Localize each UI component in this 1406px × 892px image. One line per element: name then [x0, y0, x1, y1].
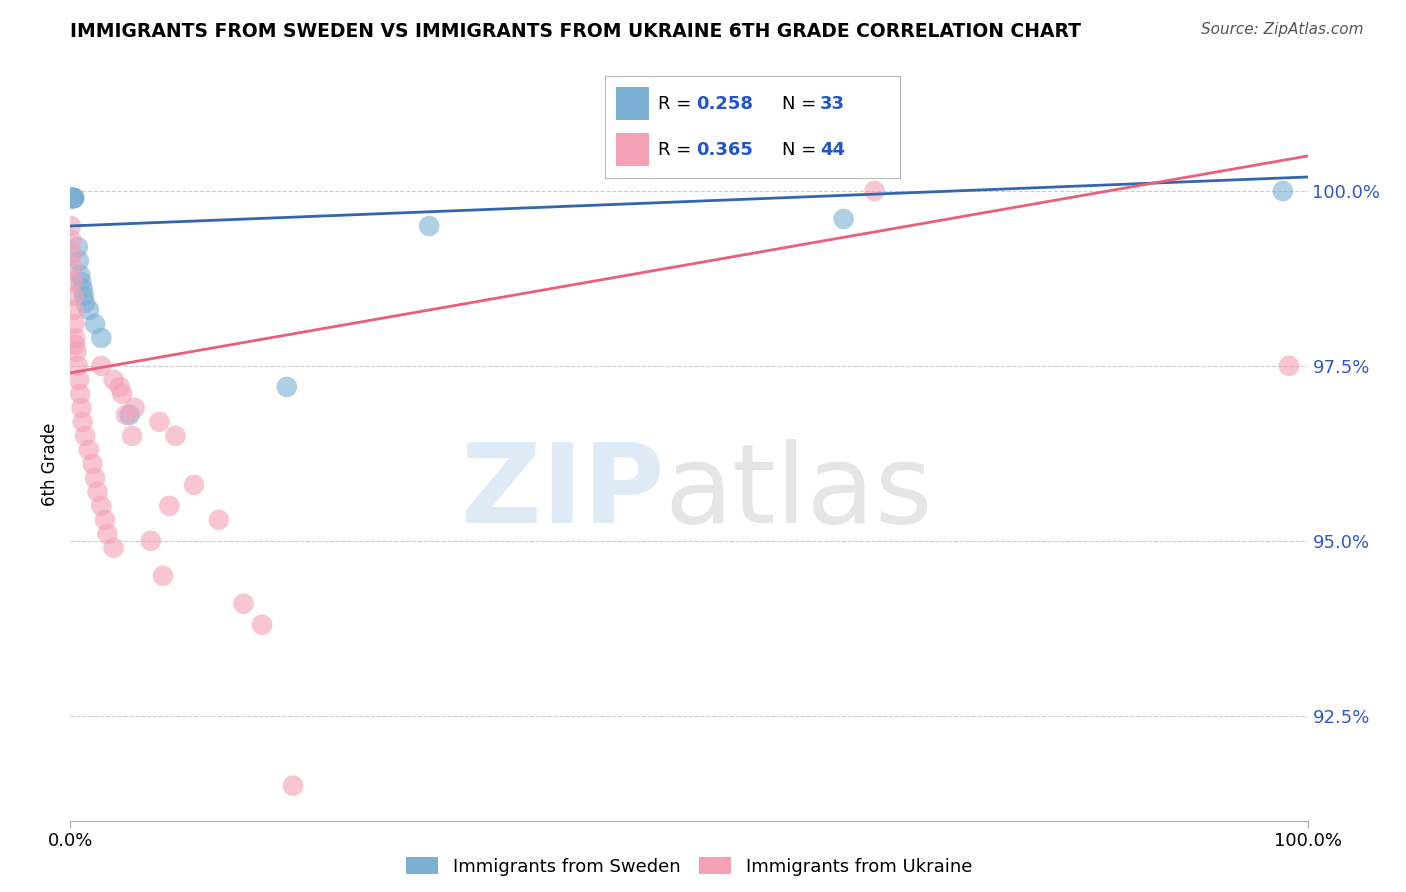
Text: 33: 33 — [820, 95, 845, 112]
Point — [70, 401, 93, 415]
Point — [60, 191, 83, 205]
Text: 0.365: 0.365 — [696, 141, 754, 159]
Point — [62, 191, 84, 205]
Point — [60, 260, 83, 275]
Text: atlas: atlas — [664, 439, 932, 546]
Point — [62, 191, 84, 205]
Point — [84, 471, 107, 485]
Point — [86, 484, 108, 499]
Point — [66, 359, 89, 373]
Point — [62, 191, 84, 205]
Point — [832, 211, 855, 226]
Point — [60, 191, 83, 205]
Point — [96, 526, 118, 541]
Text: 0.258: 0.258 — [696, 95, 754, 112]
Point — [75, 296, 97, 310]
Point — [152, 568, 174, 582]
Text: ZIP: ZIP — [461, 439, 664, 546]
Text: R =: R = — [658, 141, 697, 159]
Point — [121, 429, 143, 443]
Text: Source: ZipAtlas.com: Source: ZipAtlas.com — [1201, 22, 1364, 37]
Text: N =: N = — [782, 141, 821, 159]
Point — [165, 429, 187, 443]
Point — [281, 779, 304, 793]
Point — [69, 387, 91, 401]
Point — [69, 268, 91, 282]
Point — [59, 219, 82, 233]
Legend: Immigrants from Sweden, Immigrants from Ukraine: Immigrants from Sweden, Immigrants from … — [399, 850, 979, 883]
Point — [84, 317, 107, 331]
Text: IMMIGRANTS FROM SWEDEN VS IMMIGRANTS FROM UKRAINE 6TH GRADE CORRELATION CHART: IMMIGRANTS FROM SWEDEN VS IMMIGRANTS FRO… — [70, 22, 1081, 41]
Point — [1271, 184, 1294, 198]
Point — [75, 429, 97, 443]
Point — [60, 247, 83, 261]
Point — [148, 415, 170, 429]
Point — [77, 302, 100, 317]
Point — [208, 513, 231, 527]
Point — [90, 359, 112, 373]
Point — [118, 408, 141, 422]
Point — [183, 478, 205, 492]
Point — [863, 184, 886, 198]
Point — [111, 387, 134, 401]
Point — [108, 380, 131, 394]
Text: 44: 44 — [820, 141, 845, 159]
FancyBboxPatch shape — [616, 133, 650, 166]
Point — [82, 457, 104, 471]
Point — [63, 317, 86, 331]
Point — [232, 597, 254, 611]
Text: R =: R = — [658, 95, 697, 112]
Point — [62, 275, 84, 289]
Point — [60, 233, 83, 247]
Point — [103, 373, 125, 387]
Point — [63, 191, 86, 205]
Point — [1278, 359, 1301, 373]
Point — [90, 499, 112, 513]
Point — [62, 191, 84, 205]
Point — [72, 415, 94, 429]
Point — [90, 331, 112, 345]
Point — [77, 442, 100, 457]
Point — [62, 191, 84, 205]
Text: N =: N = — [782, 95, 821, 112]
Point — [67, 254, 90, 268]
Point — [70, 275, 93, 289]
Point — [139, 533, 162, 548]
Point — [63, 191, 86, 205]
Point — [60, 191, 83, 205]
Point — [94, 513, 117, 527]
Point — [66, 240, 89, 254]
Point — [60, 191, 83, 205]
Point — [72, 282, 94, 296]
Point — [62, 289, 84, 303]
Point — [59, 191, 82, 205]
Point — [250, 617, 273, 632]
Point — [63, 302, 86, 317]
Point — [65, 331, 87, 345]
Point — [276, 380, 298, 394]
Point — [124, 401, 146, 415]
Y-axis label: 6th Grade: 6th Grade — [41, 422, 59, 506]
FancyBboxPatch shape — [616, 87, 650, 120]
Point — [65, 345, 87, 359]
Point — [65, 338, 87, 352]
Point — [60, 191, 83, 205]
Point — [115, 408, 138, 422]
Point — [157, 499, 180, 513]
Point — [67, 373, 90, 387]
Point — [73, 289, 96, 303]
Point — [103, 541, 125, 555]
Point — [418, 219, 440, 233]
